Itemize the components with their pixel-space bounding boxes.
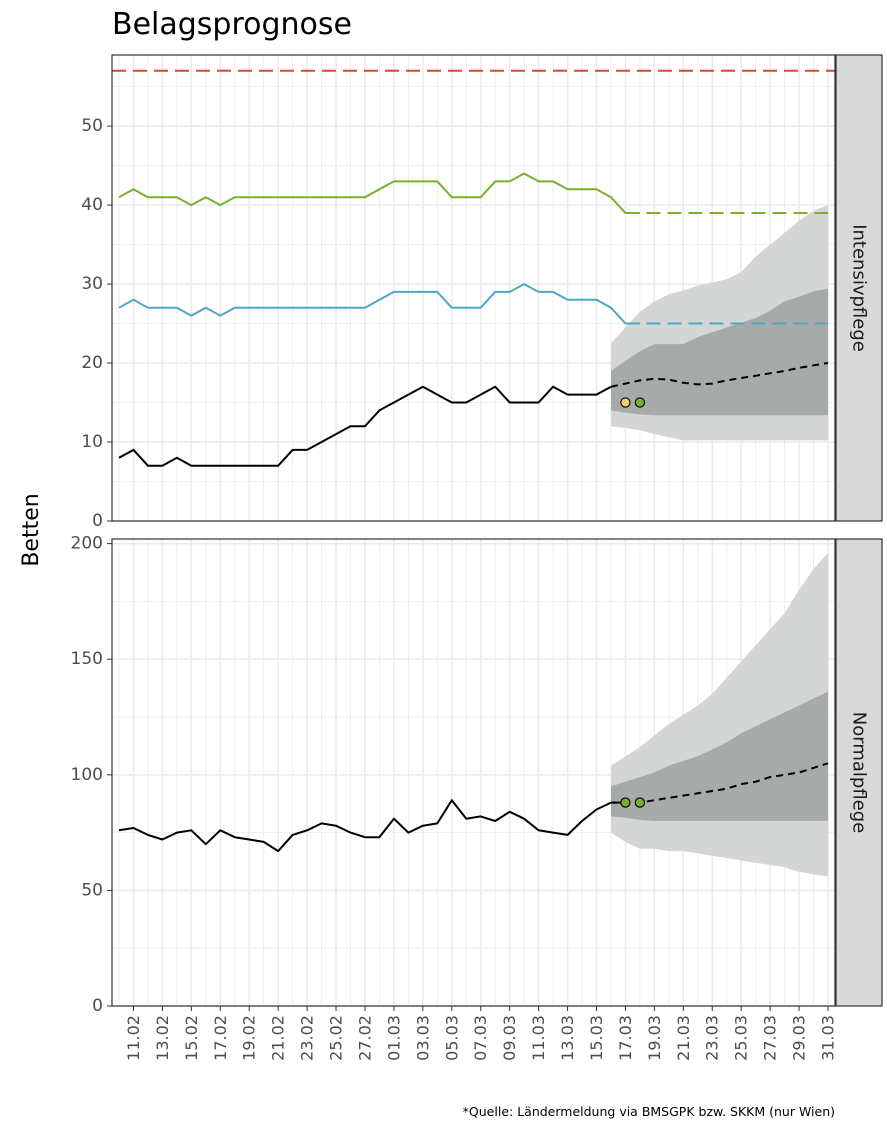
- y-tick-label: 150: [71, 649, 103, 669]
- reported-point: [634, 397, 646, 408]
- source-caption: *Quelle: Ländermeldung via BMSGPK bzw. S…: [463, 1104, 835, 1119]
- reported-point: [620, 797, 631, 808]
- x-tick-label: 11.03: [529, 1015, 548, 1061]
- y-tick-label: 40: [81, 195, 103, 215]
- x-tick-label: 23.02: [298, 1015, 317, 1061]
- x-tick-label: 17.02: [211, 1015, 230, 1061]
- y-tick-label: 10: [81, 432, 103, 452]
- facet-strip-label: Normalpflege: [849, 712, 870, 833]
- panels-layer: Intensivpflege 0 10 20 30 40 50 Normalpflege 0 50…: [71, 54, 883, 1016]
- x-tick-label: 23.03: [703, 1015, 722, 1061]
- x-tick-label: 27.03: [761, 1015, 780, 1061]
- capacity-green-line: [118, 172, 640, 214]
- x-tick-label: 25.03: [732, 1015, 751, 1061]
- x-tick-label: 21.03: [674, 1015, 693, 1061]
- x-tick-label: 15.02: [182, 1015, 201, 1061]
- reported-point: [620, 397, 631, 408]
- y-tick-label: 30: [81, 274, 103, 294]
- y-tick-label: 100: [71, 765, 103, 785]
- occupied-line: [118, 385, 612, 467]
- grid-lines: [112, 55, 835, 522]
- x-tick-label: 11.02: [124, 1015, 143, 1061]
- x-tick-label: 01.03: [384, 1015, 403, 1061]
- occupied-line: [118, 799, 626, 853]
- x-tick-label: 21.02: [269, 1015, 288, 1061]
- panel-border: [111, 54, 836, 522]
- facet-strip: [835, 54, 883, 522]
- y-axis-label: Betten: [19, 493, 44, 566]
- x-tick-label: 25.02: [327, 1015, 346, 1061]
- x-tick-label: 13.03: [558, 1015, 577, 1061]
- panel-normalpflege: Normalpflege 0 50 100 150 200: [71, 534, 883, 1016]
- y-tick-label: 0: [92, 511, 103, 531]
- x-tick-label: 15.03: [587, 1015, 606, 1061]
- x-tick-label: 03.03: [413, 1015, 432, 1061]
- x-tick-label: 19.03: [645, 1015, 664, 1061]
- facet-strip-label: Intensivpflege: [849, 224, 870, 352]
- x-tick-label: 31.03: [819, 1015, 838, 1061]
- x-axis: 11.02 13.02 15.02 17.02 19.02 21.02 23.02 25.02…: [124, 1006, 838, 1061]
- forecast-median-line: [610, 362, 829, 388]
- x-tick-label: 19.02: [240, 1015, 259, 1061]
- forecast-band-inner: [611, 691, 828, 821]
- x-tick-label: 09.03: [500, 1015, 519, 1061]
- x-tick-label: 29.03: [790, 1015, 809, 1061]
- panel-border: [111, 538, 836, 1007]
- x-tick-label: 13.02: [153, 1015, 172, 1061]
- x-tick-label: 17.03: [616, 1015, 635, 1061]
- x-tick-label: 05.03: [442, 1015, 461, 1061]
- forecast-median-line: [611, 762, 829, 804]
- x-tick-label: 27.02: [355, 1015, 374, 1061]
- facet-strip: [835, 538, 883, 1007]
- y-tick-label: 20: [81, 353, 103, 373]
- forecast-band-inner: [611, 288, 828, 416]
- reported-point: [634, 797, 646, 808]
- y-tick-label: 50: [81, 880, 103, 900]
- y-tick-label: 0: [92, 996, 103, 1016]
- x-tick-label: 07.03: [471, 1015, 490, 1061]
- y-tick-label: 200: [71, 534, 103, 554]
- capacity-blue-line: [118, 283, 640, 325]
- chart-title: Belagsprognose: [112, 7, 352, 42]
- y-tick-label: 50: [81, 116, 103, 136]
- panel-intensivpflege: Intensivpflege 0 10 20 30 40 50: [81, 54, 883, 531]
